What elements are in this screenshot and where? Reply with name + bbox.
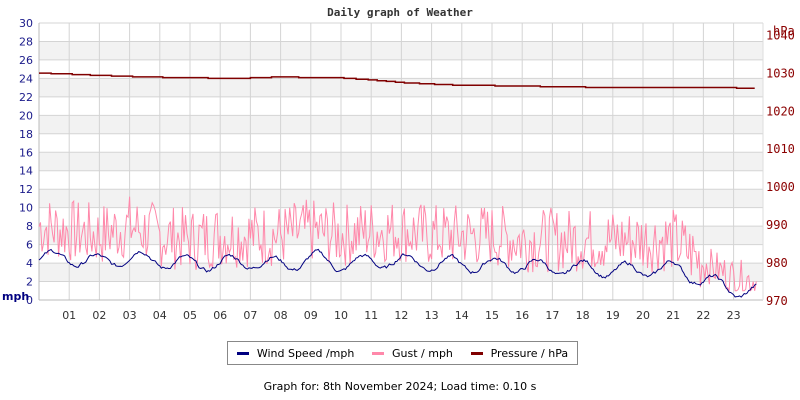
x-tick-label: 04 xyxy=(153,309,167,322)
y-left-tick-label: 0 xyxy=(26,294,33,307)
wind-series-line xyxy=(38,248,757,298)
x-tick-label: 15 xyxy=(485,309,499,322)
y-left-tick-label: 16 xyxy=(19,146,33,159)
gust-series-line xyxy=(38,196,757,293)
y-left-tick-label: 2 xyxy=(26,276,33,289)
legend-item-wind: Wind Speed /mph xyxy=(236,346,355,360)
chart-legend: Wind Speed /mph Gust / mph Pressure / hP… xyxy=(227,341,578,365)
x-tick-label: 17 xyxy=(545,309,559,322)
x-tick-label: 01 xyxy=(62,309,76,322)
x-tick-label: 14 xyxy=(455,309,469,322)
x-tick-label: 13 xyxy=(425,309,439,322)
x-tick-label: 20 xyxy=(636,309,650,322)
x-tick-label: 09 xyxy=(304,309,318,322)
legend-item-pressure: Pressure / hPa xyxy=(470,346,569,360)
chart-title: Daily graph of Weather xyxy=(327,6,473,19)
chart-plot: 01 02 03 04 05 06 07 08 09 10 11 12 13 14 15 16 17 18 19 20… xyxy=(2,17,795,322)
y-left-tick-label: 20 xyxy=(19,109,33,122)
y-right-tick-label: 990 xyxy=(766,218,788,232)
y-left-tick-label: 28 xyxy=(19,35,33,48)
y-left-tick-label: 24 xyxy=(19,72,33,85)
x-tick-label: 06 xyxy=(213,309,227,322)
x-tick-label: 05 xyxy=(183,309,197,322)
x-tick-label: 07 xyxy=(243,309,257,322)
x-tick-label: 02 xyxy=(92,309,106,322)
y-left-tick-label: 22 xyxy=(19,91,33,104)
legend-label-wind: Wind Speed /mph xyxy=(256,346,355,360)
y-left-tick-label: 26 xyxy=(19,54,33,67)
x-tick-label: 19 xyxy=(606,309,620,322)
y-left-tick-label: 6 xyxy=(26,239,33,252)
gust-swatch-icon xyxy=(372,351,384,355)
footer-status: Graph for: 8th November 2024; Load time:… xyxy=(263,380,537,393)
y-right-unit-label: hPa xyxy=(773,24,795,38)
x-tick-label: 23 xyxy=(727,309,741,322)
x-tick-label: 03 xyxy=(123,309,137,322)
pressure-series-line xyxy=(39,72,755,90)
y-left-tick-label: 30 xyxy=(19,17,33,30)
pressure-swatch-icon xyxy=(470,351,483,355)
y-right-tick-label: 1020 xyxy=(766,104,795,118)
x-tick-label: 12 xyxy=(394,309,408,322)
y-left-unit-label: mph xyxy=(2,290,29,303)
x-tick-label: 10 xyxy=(334,309,348,322)
y-right-tick-label: 1000 xyxy=(766,180,795,194)
x-tick-label: 11 xyxy=(364,309,378,322)
legend-item-gust: Gust / mph xyxy=(372,347,453,360)
y-left-tick-label: 14 xyxy=(19,165,33,178)
y-right-tick-label: 1010 xyxy=(766,142,795,156)
y-left-tick-label: 8 xyxy=(26,220,33,233)
y-right-tick-label: 1030 xyxy=(766,66,795,80)
x-tick-label: 21 xyxy=(666,309,680,322)
legend-label-pressure: Pressure / hPa xyxy=(490,346,569,360)
y-right-tick-label: 980 xyxy=(766,256,788,270)
y-right-tick-label: 970 xyxy=(766,294,788,308)
x-tick-label: 08 xyxy=(274,309,288,322)
legend-label-gust: Gust / mph xyxy=(392,346,453,360)
x-tick-label: 16 xyxy=(515,309,529,322)
y-left-tick-label: 18 xyxy=(19,128,33,141)
x-tick-label: 22 xyxy=(696,309,710,322)
y-left-tick-label: 4 xyxy=(26,257,33,270)
wind-swatch-icon xyxy=(236,351,249,355)
x-tick-label: 18 xyxy=(576,309,590,322)
y-right-tick-label: 1040 xyxy=(766,28,795,42)
y-left-tick-label: 10 xyxy=(19,202,33,215)
y-left-tick-label: 12 xyxy=(19,183,33,196)
